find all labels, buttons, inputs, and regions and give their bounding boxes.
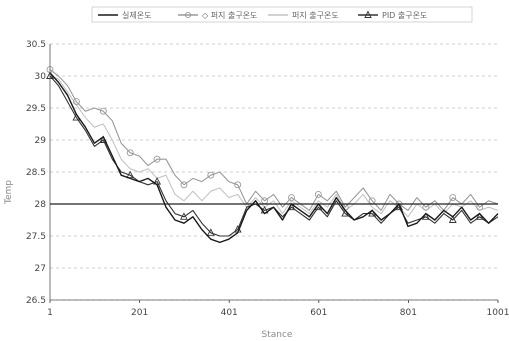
legend-label: PID 출구온도 [382, 10, 427, 20]
y-tick-label: 30 [35, 72, 47, 82]
series-marker-triangle [448, 215, 457, 223]
x-tick-label: 1001 [487, 308, 509, 318]
gridlines [50, 43, 498, 301]
series-marker-circle [234, 181, 242, 189]
legend-marker [364, 10, 372, 18]
series-marker-circle [126, 149, 134, 157]
series-marker-circle [99, 107, 107, 115]
series-marker-circle [449, 194, 457, 202]
axes [49, 44, 498, 301]
legend: 실제온도 ◇ 퍼지 출구온도 퍼지 출구온도 PID 출구온도 [91, 6, 473, 23]
series-marker-circle [153, 155, 161, 163]
series-line-0 [49, 72, 499, 244]
legend-label: 퍼지 출구온도 [292, 10, 339, 20]
y-axis-label: Temp [4, 180, 14, 205]
series-marker-circle [314, 190, 322, 198]
x-tick-label: 601 [310, 308, 327, 318]
x-tick-label: 401 [221, 308, 238, 318]
legend-label: ◇ 퍼지 출구온도 [202, 10, 257, 20]
series-marker-circle [207, 171, 215, 179]
x-tick-label: 801 [400, 308, 417, 318]
y-tick-label: 28.5 [26, 168, 46, 178]
y-tick-label: 28 [35, 200, 47, 210]
x-axis-label: Stance [262, 330, 293, 340]
series-marker-circle [288, 194, 295, 202]
series-lines [46, 66, 499, 244]
y-tick-label: 27.5 [26, 232, 46, 242]
y-tick-label: 29 [35, 136, 47, 146]
series-marker-triangle [206, 228, 215, 236]
series-marker-circle [180, 181, 188, 189]
y-tick-labels: 26.5 27 27.5 28 28.5 29 29.5 30 30.5 [26, 40, 46, 306]
y-tick-label: 26.5 [26, 296, 46, 306]
x-tick-label: 1 [47, 308, 53, 318]
y-tick-label: 30.5 [26, 40, 46, 50]
legend-label: 실제온도 [122, 10, 151, 20]
series-marker-circle [72, 98, 80, 106]
x-tick-label: 201 [131, 308, 148, 318]
series-line-3 [49, 75, 499, 237]
y-tick-label: 27 [35, 264, 46, 274]
x-tick-labels: 1 201 401 601 801 1001 [47, 300, 509, 318]
y-tick-label: 29.5 [26, 104, 46, 114]
legend-marker [184, 11, 192, 19]
series-marker-triangle [180, 212, 188, 220]
